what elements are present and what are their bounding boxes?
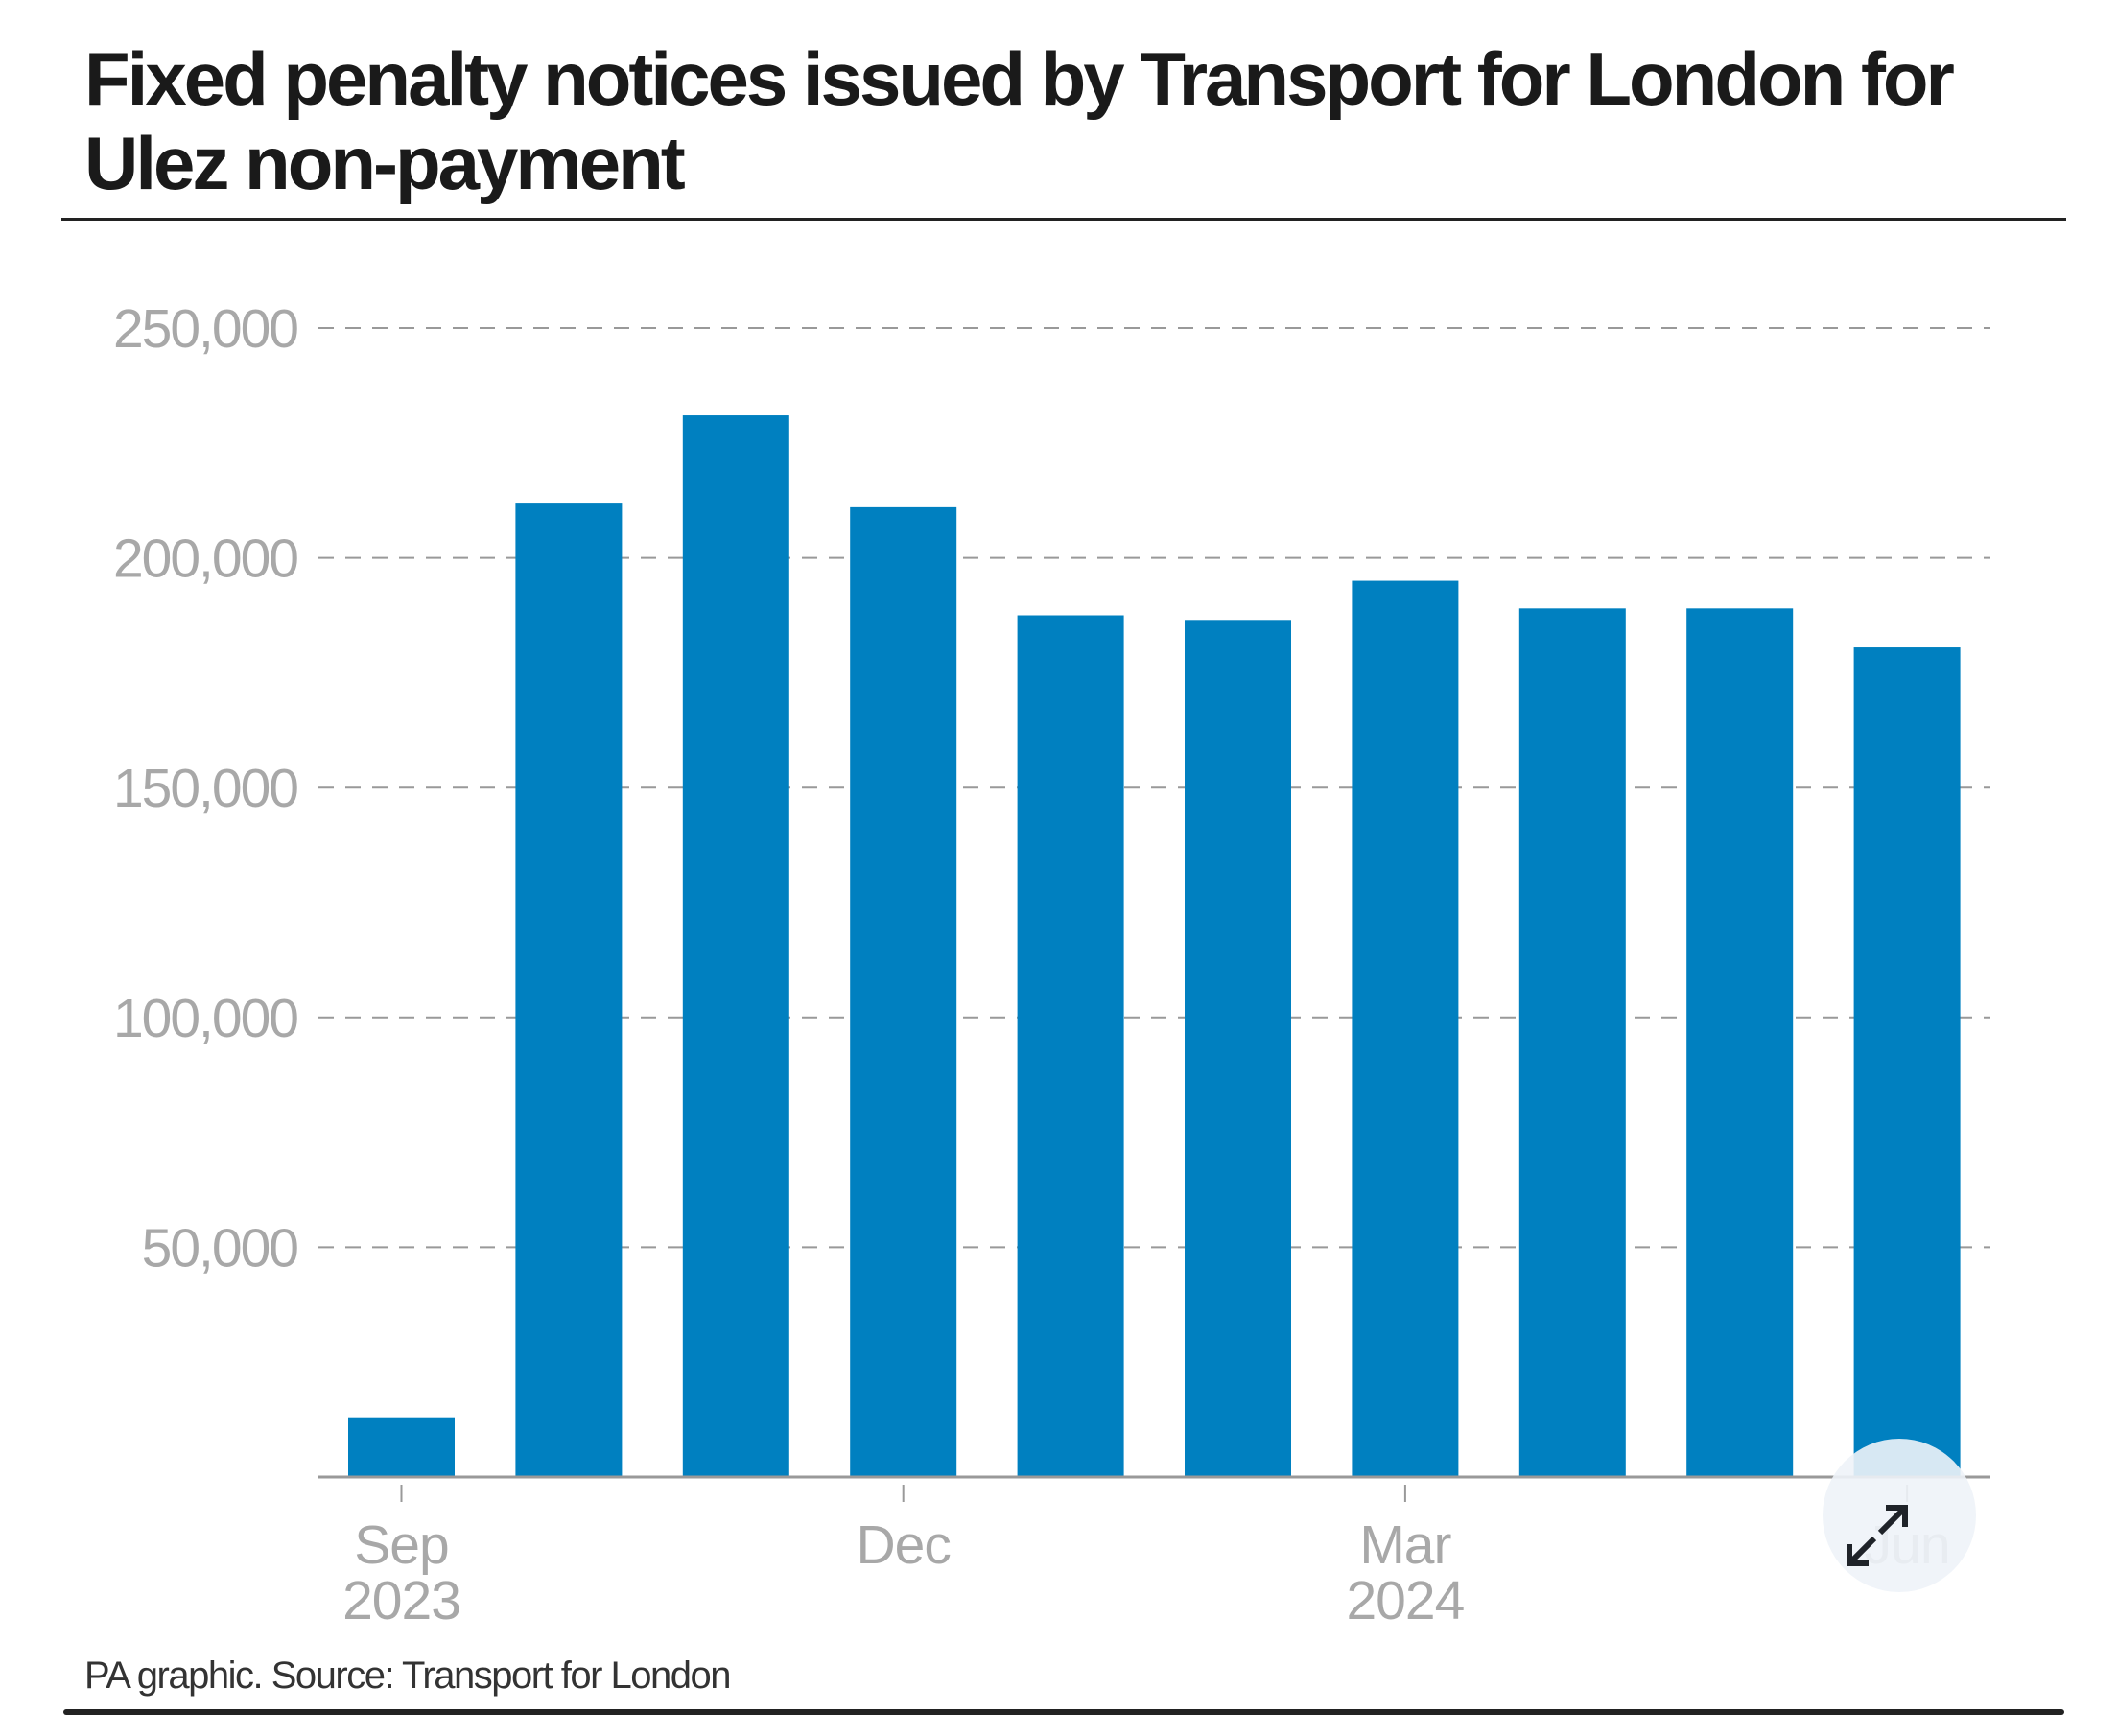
bar-feb-2024	[1185, 620, 1291, 1477]
bottom-divider	[63, 1709, 2064, 1715]
x-tick-year: 2024	[1346, 1570, 1464, 1631]
bar-nov-2023	[682, 415, 789, 1478]
title-divider	[61, 218, 2066, 221]
bar-jun-2024	[1853, 647, 1961, 1477]
x-tick-label: Sep	[354, 1514, 448, 1576]
y-tick-label: 50,000	[142, 1217, 298, 1279]
y-tick-label: 250,000	[113, 298, 297, 360]
bar-dec-2023	[850, 506, 957, 1477]
bar-may-2024	[1686, 608, 1794, 1477]
bar-jan-2024	[1017, 615, 1124, 1477]
x-tick-label: Mar	[1359, 1514, 1451, 1576]
x-tick-label: Dec	[857, 1514, 951, 1576]
bar-oct-2023	[515, 503, 623, 1477]
y-tick-label: 150,000	[113, 758, 297, 819]
bar-sep-2023	[348, 1417, 455, 1477]
bar-mar-2024	[1352, 580, 1459, 1477]
y-tick-label: 200,000	[113, 528, 297, 590]
x-tick-year: 2023	[342, 1570, 460, 1631]
y-tick-label: 100,000	[113, 988, 297, 1049]
bar-apr-2024	[1518, 608, 1626, 1477]
expand-icon[interactable]	[1840, 1496, 1917, 1573]
chart-title: Fixed penalty notices issued by Transpor…	[84, 36, 1955, 205]
source-note: PA graphic. Source: Transport for London	[84, 1654, 732, 1697]
